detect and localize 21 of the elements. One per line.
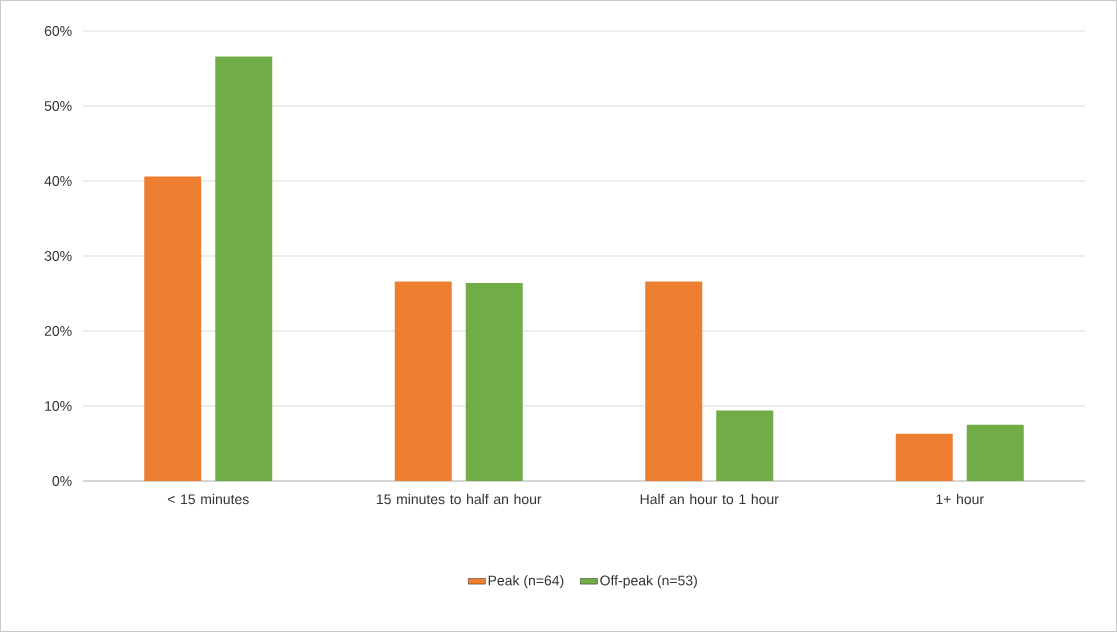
- y-tick-label: 0%: [52, 476, 72, 486]
- bar: [215, 56, 273, 481]
- bar: [966, 424, 1024, 481]
- y-tick-label: 20%: [44, 326, 72, 336]
- y-tick-label: 10%: [45, 401, 72, 411]
- bar: [465, 283, 523, 481]
- bar: [895, 433, 953, 481]
- legend-label: Off-peak (n=53): [600, 575, 697, 589]
- x-tick-label: Half an hour to 1 hour: [640, 493, 779, 505]
- y-tick-label: 30%: [44, 251, 72, 261]
- bar: [144, 176, 202, 481]
- y-tick-label: 40%: [44, 176, 72, 186]
- x-tick-label: 15 minutes to half an hour: [376, 493, 542, 505]
- x-tick-label: 1+ hour: [936, 493, 984, 505]
- y-tick-label: 50%: [44, 101, 72, 111]
- x-tick-label: < 15 minutes: [167, 493, 249, 505]
- y-tick-label: 60%: [44, 26, 72, 36]
- bar: [716, 410, 774, 481]
- bar: [394, 281, 452, 481]
- bar: [645, 281, 703, 481]
- legend-label: Peak (n=64): [488, 575, 564, 589]
